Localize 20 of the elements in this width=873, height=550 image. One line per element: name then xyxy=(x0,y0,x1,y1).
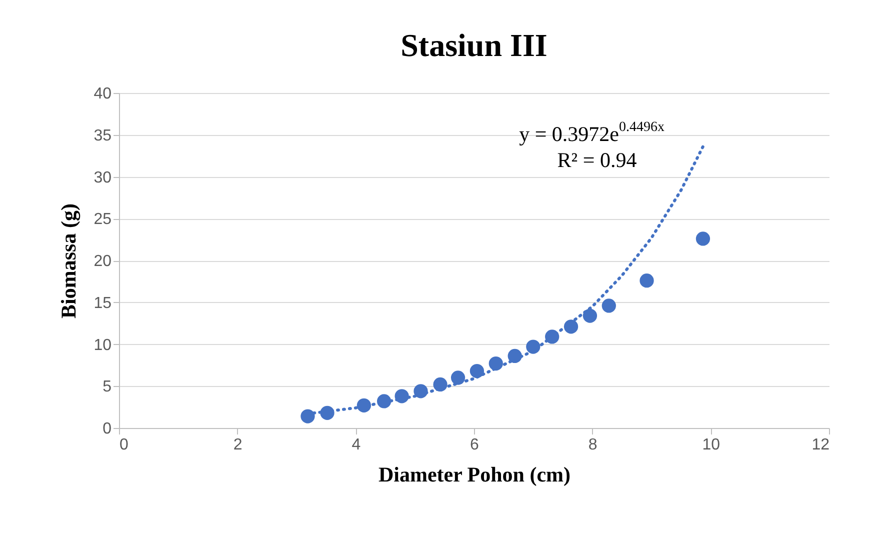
x-axis-title: Diameter Pohon (cm) xyxy=(378,462,571,486)
x-tick-label: 2 xyxy=(233,436,242,454)
x-tick-label: 10 xyxy=(702,436,720,454)
y-tick-label: 30 xyxy=(94,169,112,186)
y-tick-label: 15 xyxy=(94,294,112,312)
y-tick-label: 25 xyxy=(94,211,112,228)
y-tick-label: 10 xyxy=(94,336,112,354)
x-tick-label: 0 xyxy=(120,436,128,454)
x-tick-label: 4 xyxy=(352,436,361,454)
chart-title: Stasiun III xyxy=(400,27,548,63)
y-axis-title: Biomassa (g) xyxy=(56,204,81,318)
x-tick-label: 8 xyxy=(588,436,598,454)
y-tick-label: 5 xyxy=(102,378,112,396)
y-tick-label: 0 xyxy=(102,420,112,438)
x-tick-label: 12 xyxy=(812,436,830,454)
annotation: R² = 0.94 xyxy=(557,148,638,172)
x-tick-label: 6 xyxy=(470,436,480,454)
y-tick-label: 40 xyxy=(94,86,112,102)
y-tick-label: 20 xyxy=(94,253,112,270)
y-tick-label: 35 xyxy=(94,127,112,144)
